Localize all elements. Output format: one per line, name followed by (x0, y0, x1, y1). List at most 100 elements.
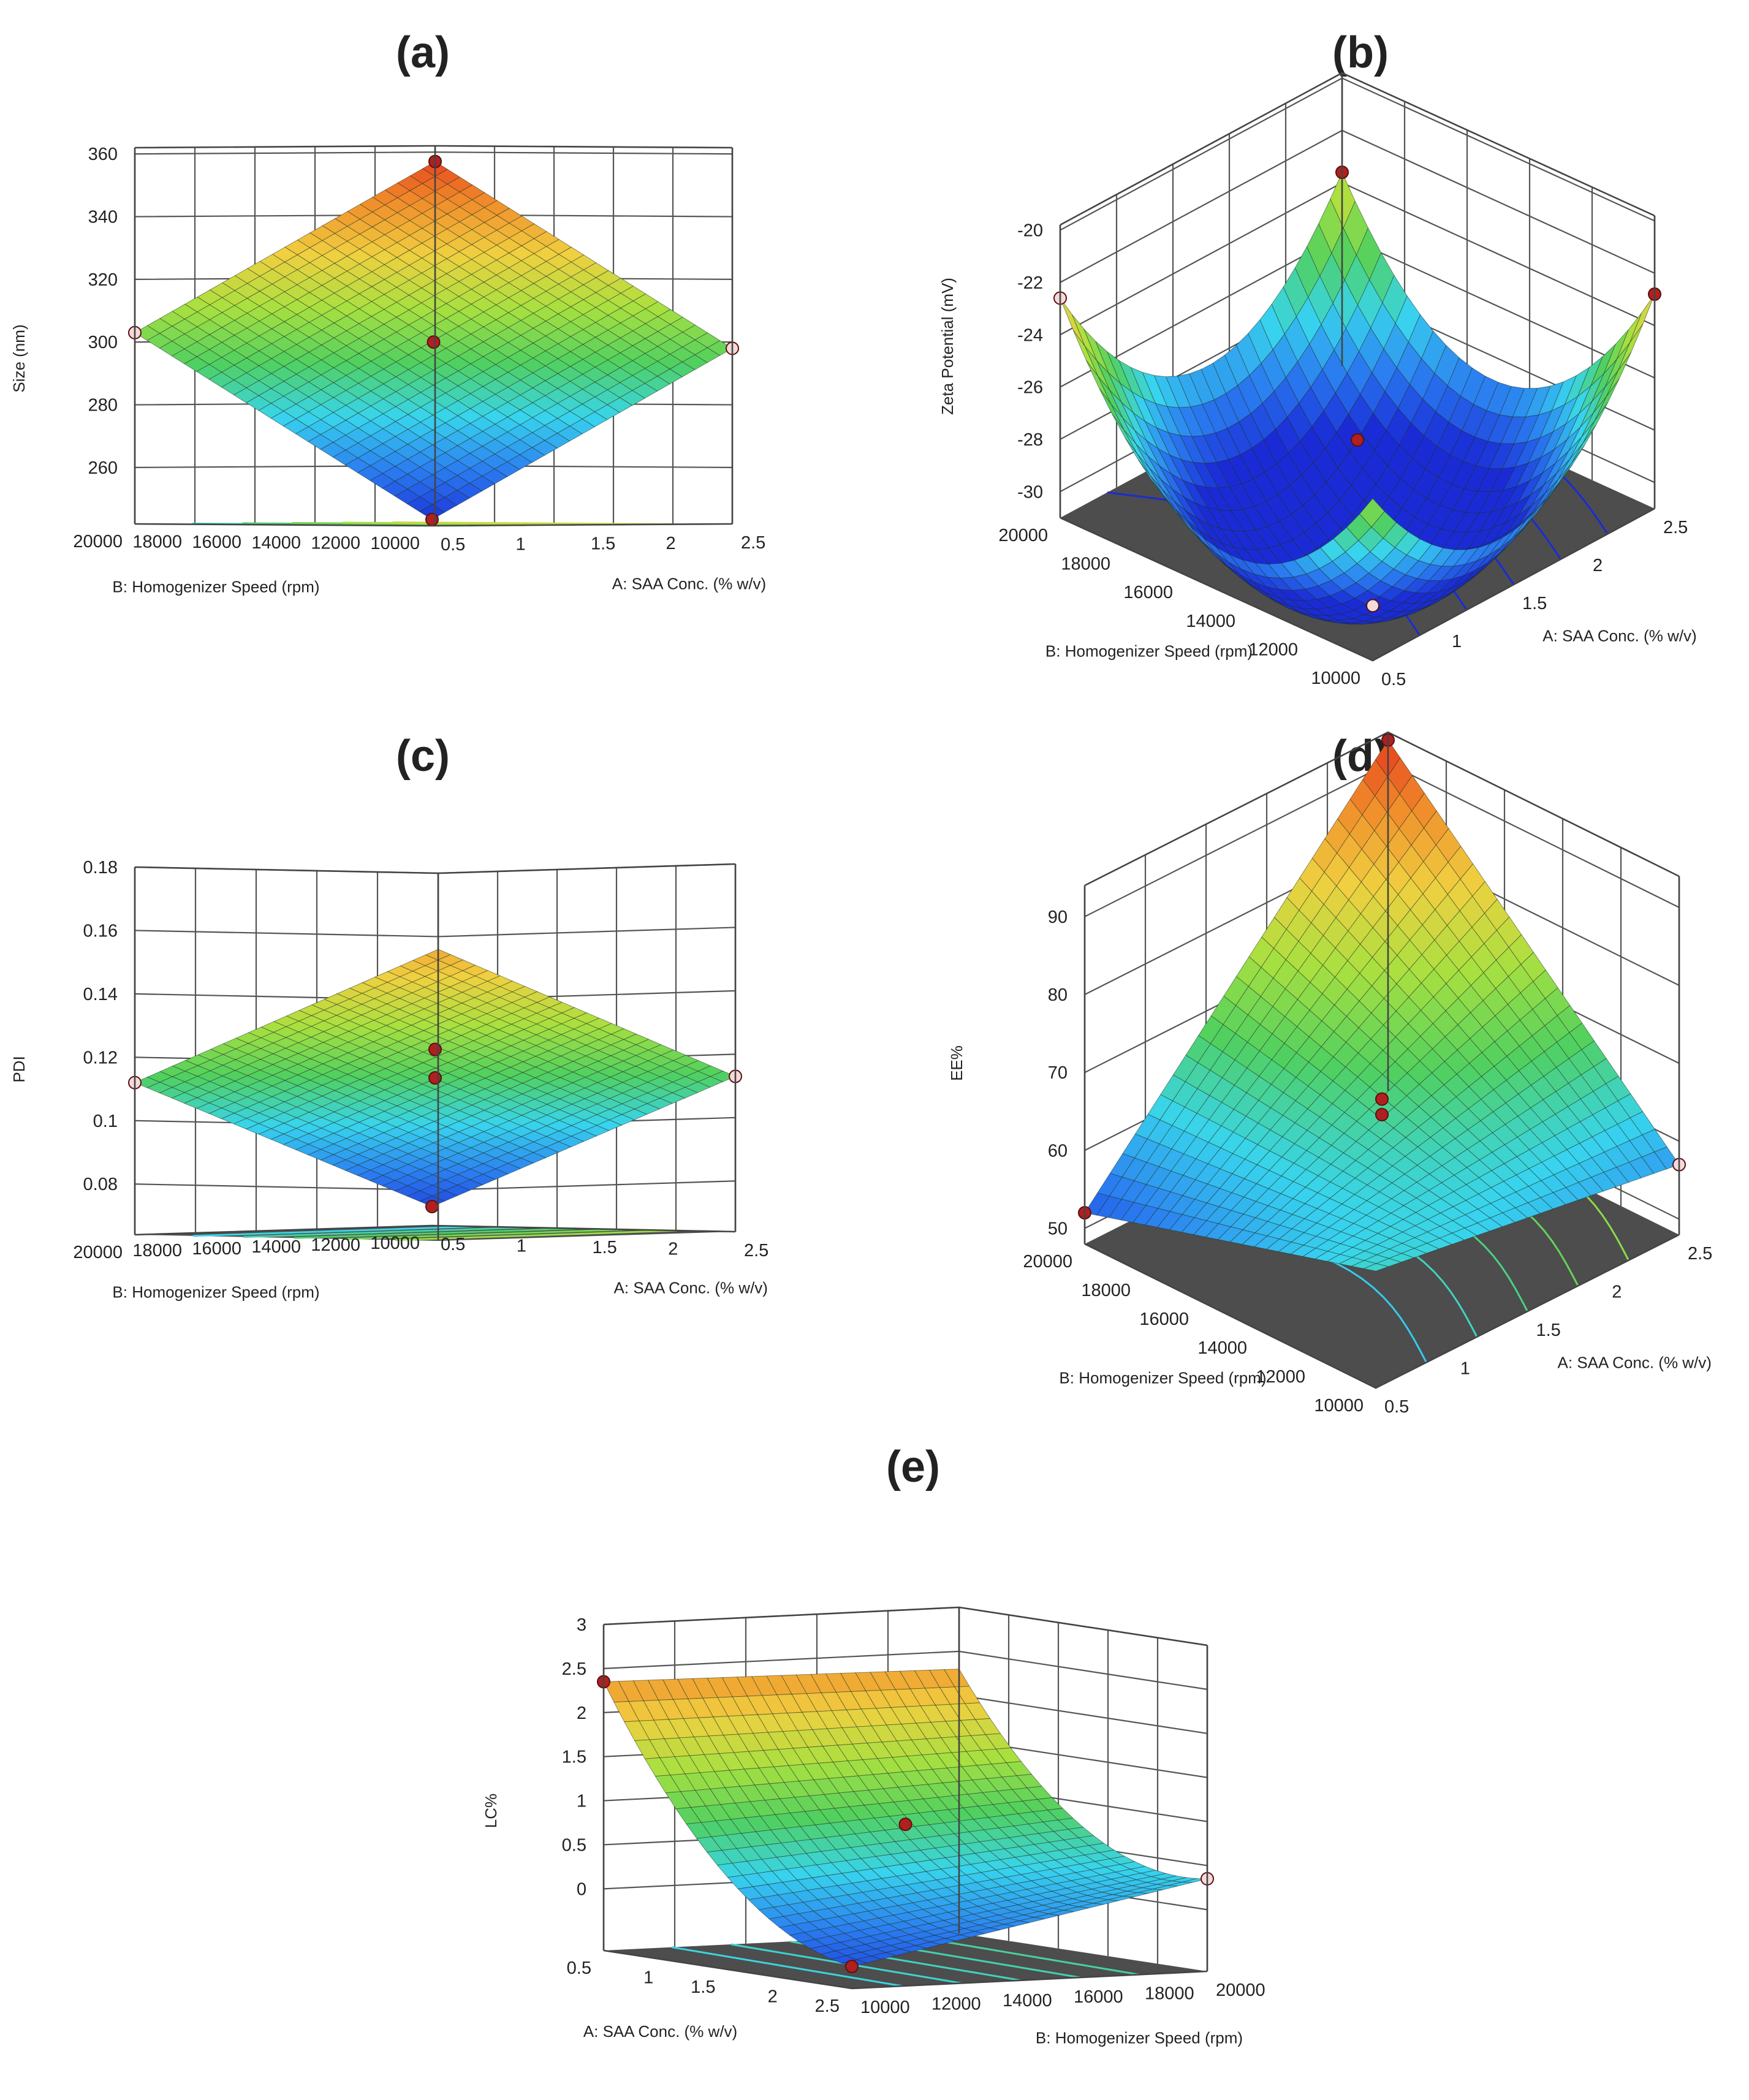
left-axis-tick-label: 14000 (251, 533, 301, 553)
right-axis-tick-label: 1 (1452, 632, 1462, 651)
floor-contour (395, 1229, 678, 1241)
panel-title: (c) (396, 732, 450, 781)
right-axis-tick-label: 10000 (860, 1998, 910, 2017)
right-axis-tick-label: 0.5 (1381, 670, 1406, 689)
z-axis-label: Size (nm) (10, 324, 28, 392)
z-tick-label: 0 (577, 1879, 586, 1899)
floor-contour (671, 1946, 903, 1987)
design-point (845, 1960, 859, 1974)
left-axis-tick-label: 18000 (132, 533, 182, 552)
right-axis-tick-label: 2 (666, 534, 676, 553)
left-axis-tick-label: 0.5 (567, 1958, 591, 1978)
left-axis-tick-label: 14000 (1186, 612, 1235, 631)
left-axis-tick-label: 16000 (192, 533, 241, 552)
z-tick-label: 1.5 (562, 1748, 586, 1767)
left-axis-tick-label: 10000 (1311, 669, 1360, 688)
left-axis-label: B: Homogenizer Speed (rpm) (1059, 1369, 1266, 1387)
right-axis-tick-label: 1 (517, 1237, 526, 1256)
surface-cell (1060, 298, 1085, 347)
z-axis-label: EE% (947, 1045, 966, 1081)
z-tick-label: 280 (88, 396, 118, 415)
right-axis-tick-label: 12000 (931, 1994, 981, 2014)
z-tick-label: -26 (1017, 378, 1043, 398)
right-axis-tick-label: 2.5 (1663, 518, 1688, 537)
left-axis-tick-label: 18000 (1081, 1281, 1131, 1300)
left-axis-tick-label: 12000 (1256, 1367, 1305, 1387)
floor-edge (134, 1224, 736, 1236)
right-axis-tick-label: 2 (1593, 556, 1603, 575)
right-axis-tick-label: 1.5 (1522, 594, 1547, 613)
right-axis-tick-label: 0.5 (441, 535, 465, 555)
z-tick-label: 0.08 (83, 1175, 118, 1194)
response-surface (134, 161, 733, 520)
left-axis-tick-label: 18000 (1061, 555, 1110, 574)
right-axis-label: A: SAA Conc. (% w/v) (612, 574, 766, 593)
floor-contour (294, 1227, 577, 1239)
left-axis-tick-label: 10000 (370, 534, 420, 553)
right-axis-label: A: SAA Conc. (% w/v) (614, 1279, 768, 1297)
wall-gridline (603, 1606, 1208, 1647)
z-tick-label: -24 (1017, 325, 1043, 345)
z-tick-label: 360 (88, 145, 118, 164)
panel-d: (d)5060708090EE%100001200014000160001800… (947, 731, 1712, 1417)
left-axis-tick-label: 20000 (1023, 1252, 1072, 1272)
left-axis-tick-label: 1.5 (691, 1977, 715, 1997)
response-surface (1060, 172, 1655, 624)
left-axis-tick-label: 2 (768, 1987, 778, 2007)
panel-b: (b) -30 -28 -26 -24 -22 -20 Zeta Potential (mV)… (938, 28, 1697, 689)
z-tick-label: 0.18 (83, 858, 118, 878)
wall-gridline (134, 151, 733, 155)
z-tick-label: 260 (88, 458, 118, 478)
right-axis-tick-label: 1 (1460, 1359, 1470, 1379)
floor-contour (344, 1228, 627, 1240)
z-tick-label: 0.12 (83, 1048, 118, 1067)
z-tick-label: 0.16 (83, 921, 118, 941)
floor-edge (1084, 1234, 1680, 1389)
right-axis-tick-label: 1.5 (591, 534, 615, 554)
wall-top-edge (134, 863, 736, 874)
left-axis-label: B: Homogenizer Speed (rpm) (1045, 642, 1253, 661)
design-point (1366, 599, 1379, 613)
z-tick-label: 0.5 (562, 1835, 586, 1855)
z-axis-label: Zeta Potential (mV) (938, 278, 957, 415)
z-tick-label: 2 (577, 1704, 586, 1723)
z-tick-label: 0.1 (93, 1112, 118, 1131)
z-tick-label: 90 (1048, 908, 1068, 927)
z-tick-label: 300 (88, 333, 118, 352)
surface-cell (1359, 498, 1385, 528)
left-axis-tick-label: 16000 (192, 1239, 241, 1259)
right-axis-tick-label: 2.5 (1688, 1244, 1712, 1264)
z-tick-label: -22 (1017, 273, 1043, 293)
z-tick-label: 0.14 (83, 985, 118, 1004)
left-axis-tick-label: 18000 (132, 1241, 182, 1260)
wall-top-edge (1060, 72, 1655, 226)
left-axis-tick-label: 14000 (251, 1237, 301, 1257)
right-axis-tick-label: 1.5 (593, 1238, 617, 1257)
z-tick-label: 60 (1048, 1141, 1068, 1161)
left-axis-tick-label: 1 (643, 1968, 653, 1988)
z-tick-label: 50 (1048, 1219, 1068, 1239)
left-axis-tick-label: 14000 (1197, 1338, 1247, 1358)
z-tick-label: 3 (577, 1615, 586, 1635)
right-axis-tick-label: 0.5 (1384, 1397, 1409, 1417)
left-axis-tick-label: 12000 (311, 533, 360, 553)
left-axis-tick-label: 10000 (370, 1234, 420, 1253)
z-tick-label: -28 (1017, 430, 1043, 450)
left-axis-tick-label: 16000 (1123, 583, 1173, 602)
right-axis-tick-label: 20000 (1216, 1981, 1265, 2000)
z-tick-label: -20 (1017, 221, 1043, 241)
z-tick-label: 70 (1048, 1063, 1068, 1083)
z-tick-label: 340 (88, 208, 118, 227)
floor-edge (603, 1949, 1208, 1990)
design-point (425, 512, 439, 526)
panel-c: (c) 0.08 0.1 0.12 0.14 0.16 0.18 PDI 10000 12000 1… (10, 732, 768, 1302)
left-axis-tick-label: 16000 (1139, 1310, 1189, 1329)
left-axis-label: A: SAA Conc. (% w/v) (583, 2022, 737, 2041)
response-surface (134, 949, 737, 1207)
design-point (1375, 1092, 1389, 1106)
right-axis-tick-label: 1.5 (1536, 1321, 1561, 1340)
left-axis-tick-label: 12000 (311, 1235, 360, 1255)
left-axis-tick-label: 20000 (73, 1243, 123, 1262)
